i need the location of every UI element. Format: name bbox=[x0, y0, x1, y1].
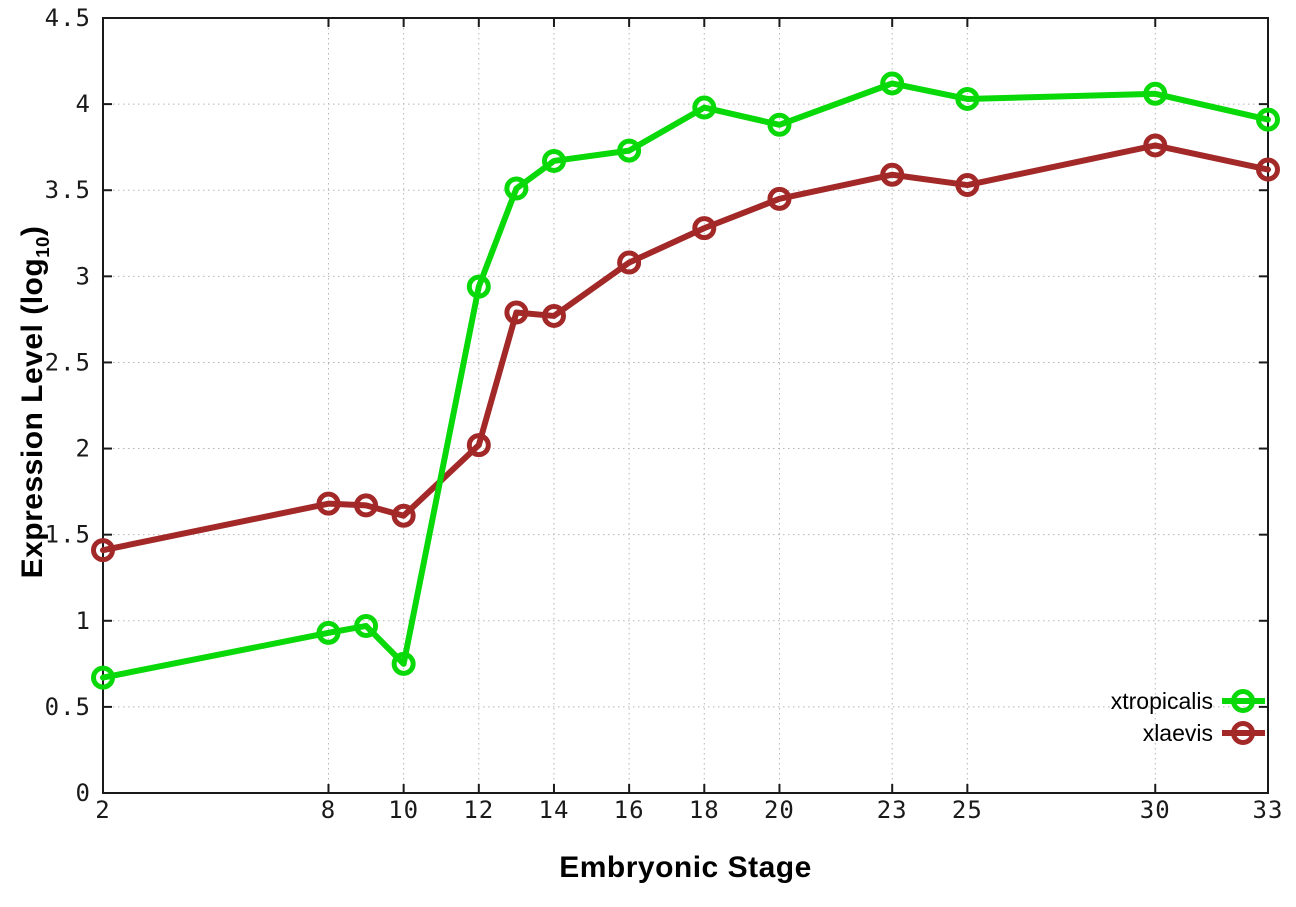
data-point-marker bbox=[391, 651, 416, 676]
data-point-marker bbox=[692, 216, 717, 241]
data-point-marker bbox=[1256, 107, 1280, 132]
data-point-marker bbox=[617, 250, 642, 275]
legend: xtropicalis xlaevis bbox=[1111, 688, 1265, 746]
y-tick-label: 3.5 bbox=[45, 176, 91, 204]
data-point-marker bbox=[91, 665, 115, 690]
y-axis-title-close: ) bbox=[16, 225, 49, 237]
y-tick-label: 4.5 bbox=[45, 4, 91, 32]
legend-label: xlaevis bbox=[1143, 720, 1213, 746]
data-point-marker bbox=[541, 303, 566, 328]
data-point-marker bbox=[1143, 133, 1168, 158]
data-point-marker bbox=[767, 186, 792, 211]
x-tick-label: 12 bbox=[463, 796, 494, 824]
x-tick-labels: 2 8 10 12 14 16 18 20 23 25 30 33 bbox=[95, 796, 1284, 824]
x-tick-label: 8 bbox=[321, 796, 336, 824]
x-tick-label: 10 bbox=[388, 796, 419, 824]
x-tick-label: 16 bbox=[614, 796, 645, 824]
data-point-marker bbox=[955, 86, 980, 111]
data-point-marker bbox=[1256, 157, 1280, 182]
x-tick-label: 18 bbox=[689, 796, 720, 824]
x-tick-label: 14 bbox=[539, 796, 570, 824]
x-tick-label: 20 bbox=[764, 796, 795, 824]
data-point-marker bbox=[880, 162, 905, 187]
data-point-marker bbox=[391, 503, 416, 528]
data-point-marker bbox=[316, 491, 341, 516]
y-tick-label: 3 bbox=[76, 262, 91, 290]
data-point-marker bbox=[504, 176, 529, 201]
grid bbox=[102, 17, 1269, 794]
legend-marker-icon bbox=[1231, 721, 1255, 745]
data-point-marker bbox=[767, 112, 792, 137]
y-tick-label: 4 bbox=[76, 90, 91, 118]
legend-entry-xlaevis: xlaevis bbox=[1143, 720, 1265, 746]
y-tick-label: 0.5 bbox=[45, 693, 91, 721]
data-point-marker bbox=[617, 138, 642, 163]
data-point-marker bbox=[91, 538, 115, 563]
data-point-marker bbox=[880, 71, 905, 96]
data-point-marker bbox=[541, 148, 566, 173]
y-tick-label: 2.5 bbox=[45, 348, 91, 376]
x-tick-label: 25 bbox=[952, 796, 983, 824]
y-axis-title-main: Expression Level (log bbox=[16, 257, 49, 579]
y-axis-title-subscript: 10 bbox=[32, 236, 53, 258]
data-point-marker bbox=[1143, 81, 1168, 106]
data-point-marker bbox=[316, 620, 341, 645]
data-point-marker bbox=[955, 173, 980, 198]
series-line-xlaevis bbox=[100, 142, 1271, 554]
y-tick-label: 2 bbox=[76, 435, 91, 463]
y-axis-title: Expression Level (log10) bbox=[16, 102, 56, 702]
legend-entry-xtropicalis: xtropicalis bbox=[1111, 688, 1265, 714]
legend-label: xtropicalis bbox=[1111, 688, 1213, 714]
series-xtropicalis bbox=[91, 71, 1280, 690]
data-point-marker bbox=[354, 493, 379, 518]
series-xlaevis bbox=[91, 133, 1280, 563]
series-line-xtropicalis bbox=[100, 80, 1271, 681]
data-point-marker bbox=[504, 300, 529, 325]
legend-marker-icon bbox=[1231, 689, 1255, 713]
data-point-marker bbox=[466, 433, 491, 458]
y-tick-label: 1.5 bbox=[45, 521, 91, 549]
data-point-marker bbox=[692, 95, 717, 120]
y-tick-label: 1 bbox=[76, 607, 91, 635]
y-tick-labels: 0 0.5 1 1.5 2 2.5 3 3.5 4 4.5 bbox=[45, 4, 91, 807]
y-tick-label: 0 bbox=[76, 779, 91, 807]
x-tick-label: 23 bbox=[877, 796, 908, 824]
x-tick-label: 2 bbox=[95, 796, 110, 824]
data-point-marker bbox=[466, 274, 491, 299]
plot-border bbox=[102, 17, 1269, 794]
x-axis-title: Embryonic Stage bbox=[559, 851, 812, 884]
x-tick-label: 33 bbox=[1253, 796, 1284, 824]
tick-marks bbox=[102, 17, 1269, 794]
x-tick-label: 30 bbox=[1140, 796, 1171, 824]
data-point-marker bbox=[354, 613, 379, 638]
